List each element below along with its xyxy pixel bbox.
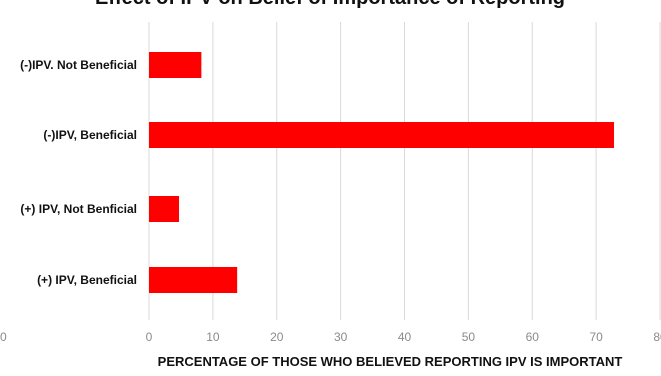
bar [149, 122, 615, 148]
x-axis-title: PERCENTAGE OF THOSE WHO BELIEVED REPORTI… [158, 354, 623, 369]
x-tick-labels: 0 10 20 30 40 50 60 70 80 [146, 330, 661, 344]
x-tick-label: 50 [462, 330, 476, 344]
x-tick-label: 60 [526, 330, 540, 344]
bar [149, 196, 180, 222]
x-tick-label: 80 [653, 330, 661, 344]
x-tick-label: 70 [589, 330, 603, 344]
x-tick-label: 30 [334, 330, 348, 344]
left-axis-stray-tick-label: 0 [0, 330, 7, 344]
category-label: (-)IPV, Beneficial [43, 128, 137, 142]
bar [149, 267, 238, 293]
bars [149, 52, 615, 293]
category-label: (+) IPV, Not Benficial [20, 202, 137, 216]
category-label: (-)IPV. Not Beneficial [20, 58, 137, 72]
chart-title: Effect of IPV on Belief of Importance of… [95, 0, 565, 9]
x-tick-label: 20 [270, 330, 284, 344]
x-tick-label: 10 [206, 330, 220, 344]
x-tick-label: 0 [146, 330, 153, 344]
category-label: (+) IPV, Beneficial [37, 273, 137, 287]
bar [149, 52, 202, 78]
gridlines [148, 22, 661, 320]
category-labels: (-)IPV. Not Beneficial (-)IPV, Beneficial… [20, 58, 137, 287]
x-tick-label: 40 [398, 330, 412, 344]
